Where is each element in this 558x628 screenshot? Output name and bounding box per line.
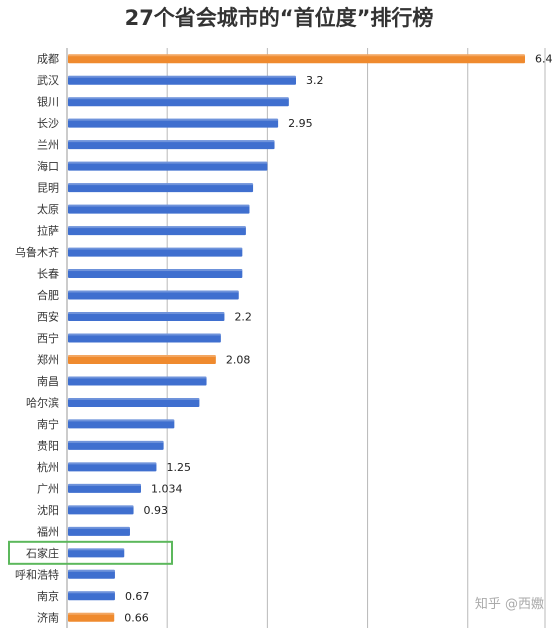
category-label: 昆明 [37, 182, 59, 195]
category-label: 长春 [37, 268, 59, 281]
bar [68, 612, 115, 622]
bar [68, 462, 157, 472]
chart-title: 27个省会城市的“首位度”排行榜 [124, 6, 434, 30]
bar [68, 161, 268, 171]
data-label: 0.93 [144, 504, 169, 517]
bar [68, 97, 289, 107]
category-label: 拉萨 [37, 224, 59, 238]
data-label: 3.2 [306, 74, 324, 87]
category-label: 石家庄 [26, 546, 59, 560]
bar [68, 483, 141, 493]
highlight-box [8, 540, 173, 565]
bar [68, 269, 243, 279]
category-label: 福州 [37, 524, 59, 538]
bar-shine [68, 140, 275, 143]
bar-shine [68, 376, 207, 379]
category-label: 乌鲁木齐 [15, 245, 59, 259]
bar [68, 505, 134, 515]
bar [68, 526, 130, 536]
category-label: 哈尔滨 [26, 395, 59, 409]
category-label: 广州 [37, 482, 59, 495]
bar [68, 591, 115, 601]
data-label: 1.25 [166, 461, 191, 474]
data-label: 0.66 [124, 611, 149, 624]
category-label: 成都 [37, 53, 59, 66]
category-label: 长沙 [37, 117, 59, 130]
category-label: 贵阳 [37, 439, 59, 452]
category-label: 沈阳 [37, 503, 59, 517]
category-label: 西宁 [37, 331, 59, 345]
bar-shine [68, 462, 157, 465]
category-label: 南宁 [37, 417, 59, 431]
data-label: 2.95 [288, 117, 313, 130]
bar [68, 118, 279, 128]
bar-shine [68, 397, 200, 400]
bar-shine [68, 333, 221, 336]
category-label: 南京 [37, 589, 59, 603]
category-label: 海口 [37, 159, 59, 173]
bar [68, 226, 246, 236]
bar [68, 333, 221, 343]
bar-shine [68, 226, 246, 229]
bar-shine [68, 483, 141, 486]
bar-shine [68, 548, 125, 551]
bar [68, 290, 239, 300]
bar-shine [68, 118, 279, 121]
category-label: 郑州 [37, 352, 59, 366]
bar [68, 548, 125, 558]
bar-shine [68, 204, 250, 207]
watermark-text: 知乎 @西嫐 [474, 597, 544, 612]
bar-shine [68, 419, 175, 422]
category-label: 武汉 [37, 74, 59, 87]
category-label: 银川 [37, 95, 59, 109]
bar [68, 204, 250, 214]
category-label: 南昌 [37, 375, 59, 388]
bar-shine [68, 269, 243, 272]
bar [68, 440, 164, 450]
data-label: 1.034 [151, 482, 183, 495]
bar-shine [68, 440, 164, 443]
bar [68, 54, 525, 64]
bar-shine [68, 569, 115, 572]
data-label: 2.08 [226, 353, 251, 366]
category-label: 兰州 [37, 139, 59, 152]
bar [68, 140, 275, 150]
bar [68, 376, 207, 386]
bar-shine [68, 591, 115, 594]
bar-shine [68, 75, 296, 78]
category-label: 太原 [37, 203, 59, 216]
bar-shine [68, 505, 134, 508]
bar [68, 183, 254, 193]
bar [68, 75, 296, 85]
category-label: 呼和浩特 [15, 567, 59, 581]
category-label: 西安 [37, 310, 59, 324]
bar [68, 419, 175, 429]
category-label: 济南 [37, 610, 59, 624]
bar-shine [68, 526, 130, 529]
category-label: 合肥 [37, 288, 59, 302]
category-label: 杭州 [37, 460, 59, 474]
bar-shine [68, 183, 254, 186]
data-label: 0.67 [125, 590, 149, 603]
bar [68, 397, 200, 407]
bar-shine [68, 97, 289, 100]
bar-shine [68, 161, 268, 164]
bar-shine [68, 290, 239, 293]
bar [68, 312, 225, 322]
bar-shine [68, 354, 216, 357]
bar-shine [68, 312, 225, 315]
data-label: 2.2 [234, 311, 252, 324]
bar-shine [68, 612, 115, 615]
bar [68, 354, 216, 364]
bar [68, 247, 243, 257]
data-label: 6.4 [535, 53, 553, 66]
bar-shine [68, 247, 243, 250]
bar [68, 569, 115, 579]
bar-shine [68, 54, 525, 57]
